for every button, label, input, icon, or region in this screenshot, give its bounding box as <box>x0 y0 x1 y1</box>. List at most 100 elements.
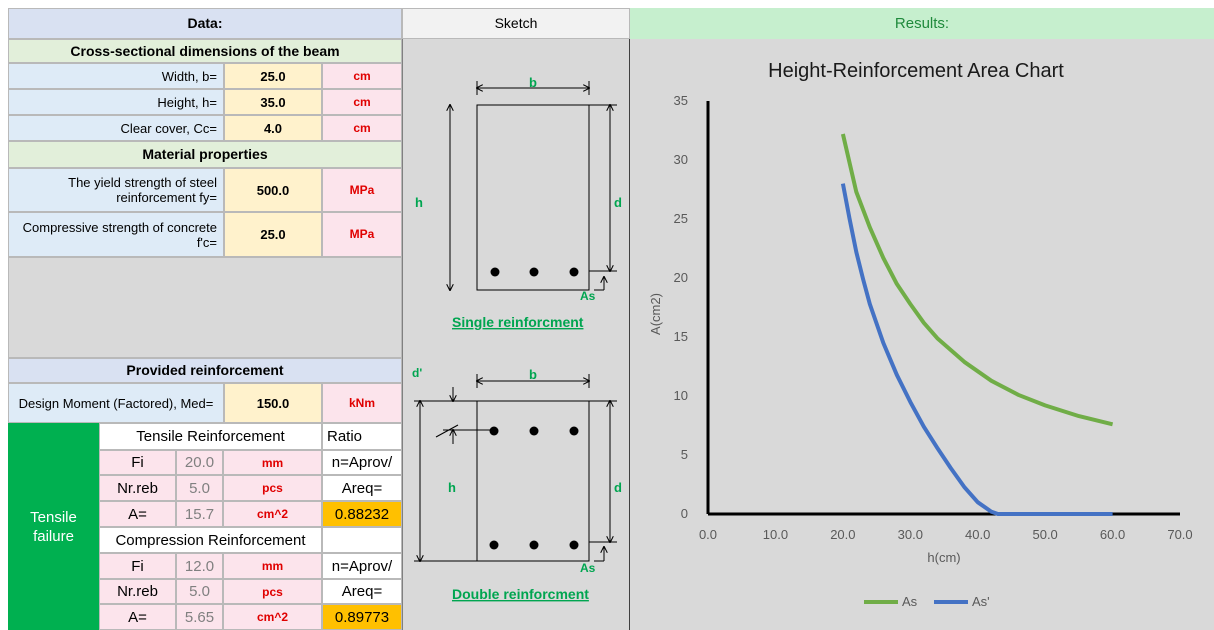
moment-label: Design Moment (Factored), Med= <box>8 383 224 423</box>
compression-fi-value[interactable]: 12.0 <box>176 553 223 579</box>
sketch-title: Sketch <box>402 8 630 39</box>
compression-fi-unit: mm <box>223 553 322 579</box>
tensile-ratio-text-1: n=Aprov/ <box>322 450 402 475</box>
y-tick-label: 15 <box>674 329 688 344</box>
sketch-drawings: b h d As Single reinforcment <box>412 75 622 602</box>
x-tick-label: 40.0 <box>965 527 990 542</box>
compression-nr-unit: pcs <box>223 579 322 604</box>
failure-status: Tensile failure <box>8 423 99 630</box>
compression-a-name: A= <box>99 604 176 630</box>
compression-title-spacer <box>322 527 402 553</box>
tensile-a-value: 15.7 <box>176 501 223 527</box>
x-tick-label: 30.0 <box>898 527 923 542</box>
fc-label: Compressive strength of concrete f'c= <box>8 212 224 257</box>
x-tick-label: 50.0 <box>1032 527 1057 542</box>
x-tick-label: 20.0 <box>830 527 855 542</box>
tensile-fi-unit: mm <box>223 450 322 475</box>
tensile-a-unit: cm^2 <box>223 501 322 527</box>
fy-unit: MPa <box>322 168 402 212</box>
tensile-a-name: A= <box>99 501 176 527</box>
compression-fi-name: Fi <box>99 553 176 579</box>
double-dprime-label: d' <box>412 366 422 380</box>
moment-value[interactable]: 150.0 <box>224 383 322 423</box>
ratio-title: Ratio <box>322 423 402 450</box>
double-d-label: d <box>614 480 622 495</box>
double-bot-bar-2 <box>529 540 539 550</box>
compression-nr-name: Nr.reb <box>99 579 176 604</box>
compression-ratio-value: 0.89773 <box>322 604 402 630</box>
y-tick-label: 5 <box>681 447 688 462</box>
compression-a-unit: cm^2 <box>223 604 322 630</box>
y-tick-label: 25 <box>674 211 688 226</box>
y-tick-label: 0 <box>681 506 688 521</box>
width-label: Width, b= <box>8 63 224 89</box>
x-tick-label: 10.0 <box>763 527 788 542</box>
fc-unit: MPa <box>322 212 402 257</box>
compression-a-value: 5.65 <box>176 604 223 630</box>
single-as-label: As <box>580 289 596 303</box>
failure-label: Tensile failure <box>30 508 77 545</box>
y-tick-label: 10 <box>674 388 688 403</box>
section-material-header: Material properties <box>8 141 402 168</box>
width-value[interactable]: 25.0 <box>224 63 322 89</box>
moment-unit: kNm <box>322 383 402 423</box>
tensile-fi-value[interactable]: 20.0 <box>176 450 223 475</box>
single-bar-1 <box>490 267 500 277</box>
compression-nr-value[interactable]: 5.0 <box>176 579 223 604</box>
double-top-bar-3 <box>569 426 579 436</box>
fy-value[interactable]: 500.0 <box>224 168 322 212</box>
tensile-nr-unit: pcs <box>223 475 322 501</box>
chart-title: Height-Reinforcement Area Chart <box>768 60 1064 82</box>
single-beam-rect <box>476 104 590 291</box>
section-dimensions-header: Cross-sectional dimensions of the beam <box>8 39 402 63</box>
double-h-label: h <box>448 480 456 495</box>
double-b-label: b <box>529 367 537 382</box>
compression-ratio-text-2: Areq= <box>322 579 402 604</box>
empty-grey-area <box>8 257 402 358</box>
fy-label: The yield strength of steel reinforcemen… <box>8 168 224 212</box>
double-beam-rect <box>476 400 590 562</box>
x-tick-label: 0.0 <box>699 527 717 542</box>
single-b-label: b <box>529 75 537 90</box>
double-bot-bar-3 <box>569 540 579 550</box>
series-line-as <box>840 133 1114 427</box>
single-bar-2 <box>529 267 539 277</box>
tensile-fi-name: Fi <box>99 450 176 475</box>
results-title: Results: <box>630 8 1214 39</box>
series-line-as-prime <box>840 183 1113 516</box>
double-top-bar-1 <box>489 426 499 436</box>
section-provided-header: Provided reinforcement <box>8 358 402 383</box>
height-label: Height, h= <box>8 89 224 115</box>
single-caption: Single reinforcment <box>452 314 584 330</box>
legend-label: As' <box>972 594 990 609</box>
data-title: Data: <box>8 8 402 39</box>
double-beam-section: d' b h d As Double reinforcment <box>412 366 622 602</box>
cover-unit: cm <box>322 115 402 141</box>
single-bar-3 <box>569 267 579 277</box>
double-as-label: As <box>580 561 596 575</box>
y-tick-label: 35 <box>674 93 688 108</box>
cover-label: Clear cover, Cc= <box>8 115 224 141</box>
y-tick-label: 30 <box>674 152 688 167</box>
compression-title: Compression Reinforcement <box>99 527 322 553</box>
height-value[interactable]: 35.0 <box>224 89 322 115</box>
fc-value[interactable]: 25.0 <box>224 212 322 257</box>
compression-ratio-text-1: n=Aprov/ <box>322 553 402 579</box>
y-axis-title: A(cm2) <box>648 293 663 335</box>
legend-label: As <box>902 594 918 609</box>
x-axis-title: h(cm) <box>927 550 960 565</box>
width-unit: cm <box>322 63 402 89</box>
height-reinforcement-chart: Height-Reinforcement Area Chart 0 5 10 15 20… <box>648 60 1193 609</box>
chart-area <box>630 39 1214 630</box>
double-top-bar-2 <box>529 426 539 436</box>
cover-value[interactable]: 4.0 <box>224 115 322 141</box>
double-bot-bar-1 <box>489 540 499 550</box>
height-unit: cm <box>322 89 402 115</box>
single-d-label: d <box>614 195 622 210</box>
x-tick-label: 70.0 <box>1167 527 1192 542</box>
tensile-nr-value[interactable]: 5.0 <box>176 475 223 501</box>
tensile-ratio-text-2: Areq= <box>322 475 402 501</box>
single-h-label: h <box>415 195 423 210</box>
tensile-ratio-value: 0.88232 <box>322 501 402 527</box>
single-beam-section: b h d As Single reinforcment <box>415 75 622 330</box>
